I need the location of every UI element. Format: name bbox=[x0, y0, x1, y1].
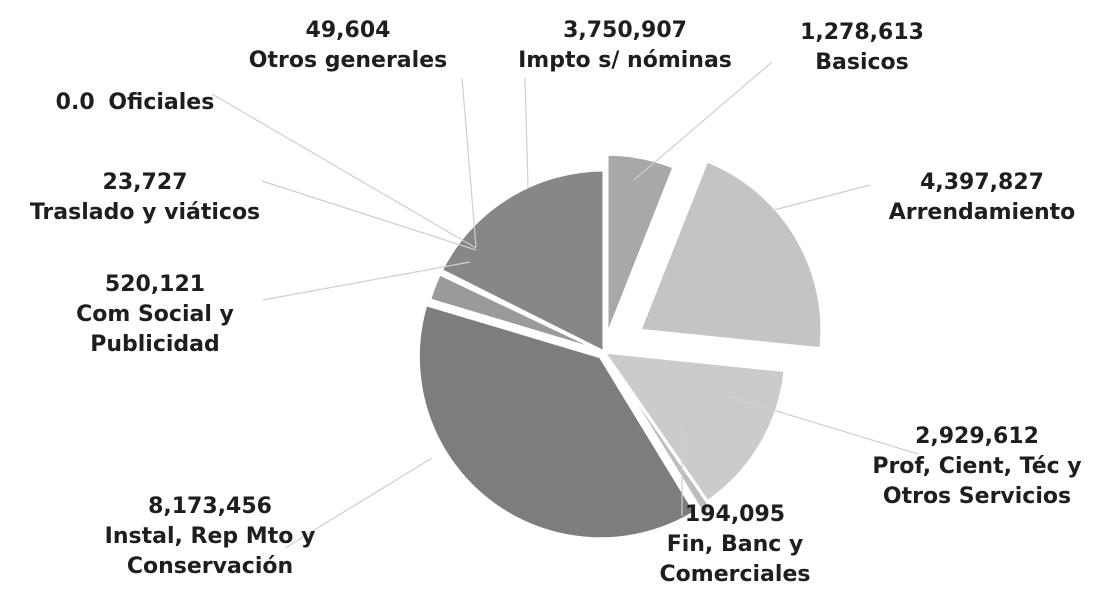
value-label: 23,727 bbox=[102, 170, 188, 195]
pie-slice-9 bbox=[439, 168, 606, 355]
slice-name: Com Social y Publicidad bbox=[76, 302, 234, 357]
value-label: 2,929,612 bbox=[915, 424, 1039, 449]
slice-name: Oficiales bbox=[108, 90, 215, 115]
leader-line-6 bbox=[261, 180, 477, 251]
slice-name: Arrendamiento bbox=[888, 200, 1076, 225]
value-label: 0.0 bbox=[55, 90, 95, 115]
leader-line-1 bbox=[769, 184, 871, 212]
value-label: 3,750,907 bbox=[563, 18, 687, 43]
pie-slice-0 bbox=[605, 152, 676, 337]
label-prof-cient-tec: 2,929,612 Prof, Cient, Téc y Otros Servic… bbox=[842, 422, 1112, 512]
slice-name: Prof, Cient, Téc y Otros Servicios bbox=[872, 454, 1082, 509]
leader-line-7 bbox=[211, 93, 477, 249]
slice-name: Basicos bbox=[815, 50, 909, 75]
leader-line-9 bbox=[524, 77, 529, 189]
label-otros-generales: 49,604 Otros generales bbox=[228, 16, 468, 76]
label-com-social: 520,121 Com Social y Publicidad bbox=[40, 270, 270, 360]
leader-line-0 bbox=[633, 61, 773, 181]
pie-slice-2 bbox=[600, 350, 787, 504]
leader-line-2 bbox=[726, 395, 919, 455]
value-label: 520,121 bbox=[104, 272, 206, 297]
pie-slices bbox=[416, 152, 824, 541]
slice-name: Fin, Banc y Comerciales bbox=[659, 532, 811, 587]
label-arrendamiento: 4,397,827 Arrendamiento bbox=[872, 168, 1092, 228]
value-label: 194,095 bbox=[684, 502, 786, 527]
slice-name: Traslado y viáticos bbox=[29, 200, 261, 225]
label-fin-banc: 194,095 Fin, Banc y Comerciales bbox=[640, 500, 830, 590]
label-traslado: 23,727 Traslado y viáticos bbox=[0, 168, 290, 228]
value-label: 4,397,827 bbox=[920, 170, 1044, 195]
slice-name: Otros generales bbox=[248, 48, 448, 73]
value-label: 1,278,613 bbox=[800, 20, 924, 45]
value-label: 8,173,456 bbox=[148, 494, 272, 519]
pie-slice-3 bbox=[607, 357, 714, 517]
slice-name: Impto s/ nóminas bbox=[518, 48, 732, 73]
leader-line-8 bbox=[461, 77, 477, 248]
pie-slice-1 bbox=[637, 159, 824, 351]
label-oficiales: 0.0 Oficiales bbox=[40, 88, 230, 118]
label-basicos: 1,278,613 Basicos bbox=[762, 18, 962, 78]
leader-line-5 bbox=[262, 261, 471, 301]
leader-lines bbox=[211, 61, 919, 549]
label-instal-rep: 8,173,456 Instal, Rep Mto y Conservación bbox=[80, 492, 340, 582]
slice-name: Instal, Rep Mto y Conservación bbox=[104, 524, 316, 579]
leader-line-4 bbox=[284, 457, 433, 549]
label-impto-nominas: 3,750,907 Impto s/ nóminas bbox=[500, 16, 750, 76]
pie-slice-4 bbox=[416, 302, 698, 541]
value-label: 49,604 bbox=[305, 18, 391, 43]
